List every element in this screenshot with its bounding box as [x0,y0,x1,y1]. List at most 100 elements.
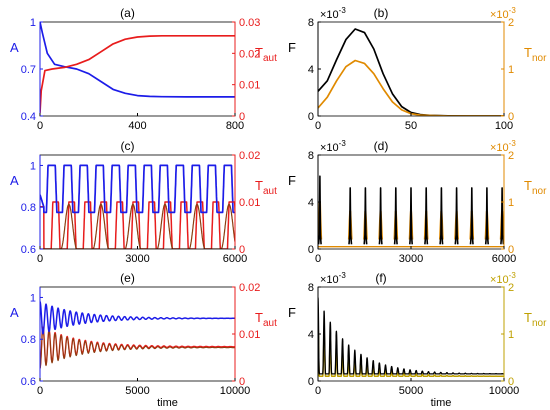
y-left-tick-label: 8 [308,282,314,294]
x-tick-label: 3000 [125,253,149,265]
y-right-label-main: T [255,178,263,193]
y-right-tick-label: 1 [508,64,514,76]
x-tick-label: 0 [315,385,321,397]
y-left-exponent: ×10-3 [320,6,346,21]
series-line-2 [40,34,235,113]
exponent-base: ×10 [490,142,509,154]
y-right-label: Taut [255,310,277,329]
x-tick-label: 0 [315,120,321,132]
x-axis-label: time [431,397,452,409]
axes-frame [317,286,505,382]
exponent-power: -3 [339,139,347,148]
x-tick-label: 0 [37,385,43,397]
plot-area [318,28,504,116]
y-left-tick-label: 0.6 [21,376,36,388]
x-tick-label: 3000 [399,253,423,265]
y-left-tick-label: 1 [30,17,36,29]
y-left-tick-label: 1 [30,160,36,172]
y-left-tick-label: 8 [308,150,314,162]
panel-label: (b) [374,6,389,20]
y-left-tick-label: 0 [308,244,314,256]
panel-label: (e) [120,271,135,285]
spike-f-4 [378,187,383,245]
y-right-label-sub: nor [532,186,547,197]
y-left-tick-label: 4 [308,197,314,209]
y-right-label: Tnor [524,45,547,64]
exponent-base: ×10 [320,274,339,286]
x-tick-label: 10000 [220,385,251,397]
y-left-exponent: ×10-3 [320,139,346,154]
x-tick-label: 0 [37,253,43,265]
axes-frame [317,21,505,117]
y-left-label: F [288,173,296,188]
exponent-base: ×10 [320,9,339,21]
plot-area [318,297,504,378]
y-right-label: Tnor [524,178,547,197]
y-right-tick-label: 0.01 [239,197,260,209]
axes-frame [39,286,236,382]
y-right-tick-label: 0 [508,376,514,388]
y-left-tick-label: 1 [30,292,36,304]
panel-label: (f) [375,271,386,285]
spike-f-11 [484,187,489,245]
y-right-tick-label: 0.01 [239,80,260,92]
y-right-tick-label: 0.02 [239,150,260,162]
y-left-tick-label: 0.6 [21,244,36,256]
exponent-base: ×10 [490,274,509,286]
y-right-label-sub: aut [263,318,277,329]
y-right-tick-label: 0.01 [239,329,260,341]
y-left-label: F [288,40,296,55]
y-right-label-sub: aut [263,53,277,64]
exponent-power: -3 [509,6,517,15]
exponent-base: ×10 [490,9,509,21]
panel-label: (a) [120,6,135,20]
exponent-power: -3 [509,271,517,280]
y-right-label: Taut [255,178,277,197]
y-right-exponent: ×10-3 [490,271,516,286]
spike-f-8 [439,187,444,245]
y-left-tick-label: 0.7 [21,64,36,76]
y-left-tick-label: 4 [308,64,314,76]
exponent-power: -3 [339,6,347,15]
x-axis-label: time [157,397,178,409]
y-left-tick-label: 0.8 [21,334,36,346]
spike-f-10 [469,187,474,245]
y-right-tick-label: 0 [508,111,514,123]
plot-area [40,164,235,249]
series-line-f [318,297,504,375]
y-right-tick-label: 2 [508,150,514,162]
y-left-tick-label: 0.8 [21,202,36,214]
y-right-tick-label: 1 [508,329,514,341]
y-right-tick-label: 2 [508,282,514,294]
y-right-label-main: T [524,45,532,60]
y-right-tick-label: 0 [239,244,245,256]
y-right-label-sub: nor [532,318,547,329]
x-tick-label: 5000 [399,385,423,397]
y-right-label-main: T [524,310,532,325]
y-left-label: A [10,305,19,320]
panel-label: (c) [121,139,135,153]
panel-c: 0 3000 6000 0.6 0.8 1 0 0.01 0.02 A Taut (c) [10,139,277,265]
y-right-tick-label: 0.03 [239,17,260,29]
spike-f-7 [424,187,429,245]
panel-e: 0 5000 10000 0.6 0.8 1 0 0.01 0.02 A Taut (e) time [10,271,277,409]
y-right-exponent: ×10-3 [490,6,516,21]
panel-a: 0 400 800 0.4 0.7 1 0 0.01 0.02 0.03 A Taut (a) [10,6,277,132]
y-right-label-sub: aut [263,186,277,197]
plot-area [40,301,235,370]
x-tick-label: 6000 [492,253,516,265]
y-left-label: A [10,173,19,188]
y-right-label: Taut [255,45,277,64]
y-left-tick-label: 0 [308,111,314,123]
y-left-tick-label: 4 [308,329,314,341]
x-tick-label: 6000 [223,253,247,265]
y-right-label: Tnor [524,310,547,329]
y-right-tick-label: 0 [239,111,245,123]
y-right-tick-label: 2 [508,17,514,29]
x-tick-label: 100 [495,120,513,132]
y-right-exponent: ×10-3 [490,139,516,154]
x-tick-label: 0 [315,253,321,265]
panel-label: (d) [374,139,389,153]
